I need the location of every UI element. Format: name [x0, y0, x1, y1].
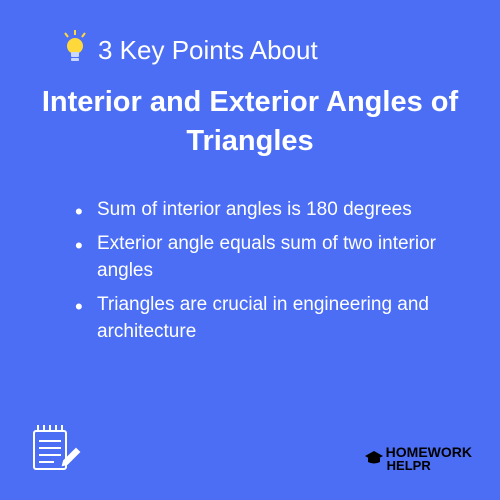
page-title: Interior and Exterior Angles of Triangle…: [40, 83, 460, 161]
graduation-cap-icon: [364, 450, 384, 469]
list-item: Sum of interior angles is 180 degrees: [75, 196, 460, 224]
key-points-list: Sum of interior angles is 180 degrees Ex…: [40, 196, 460, 346]
list-item: Exterior angle equals sum of two interio…: [75, 230, 460, 285]
brand-text: HOMEWORK HELPR: [386, 446, 472, 472]
notepad-icon: [28, 419, 84, 480]
subtitle-text: 3 Key Points About: [98, 35, 318, 66]
lightbulb-icon: [60, 30, 90, 71]
brand-name-bottom: HELPR: [387, 460, 472, 472]
brand-logo: HOMEWORK HELPR: [364, 446, 472, 472]
header-row: 3 Key Points About: [60, 30, 460, 71]
list-item: Triangles are crucial in engineering and…: [75, 291, 460, 346]
